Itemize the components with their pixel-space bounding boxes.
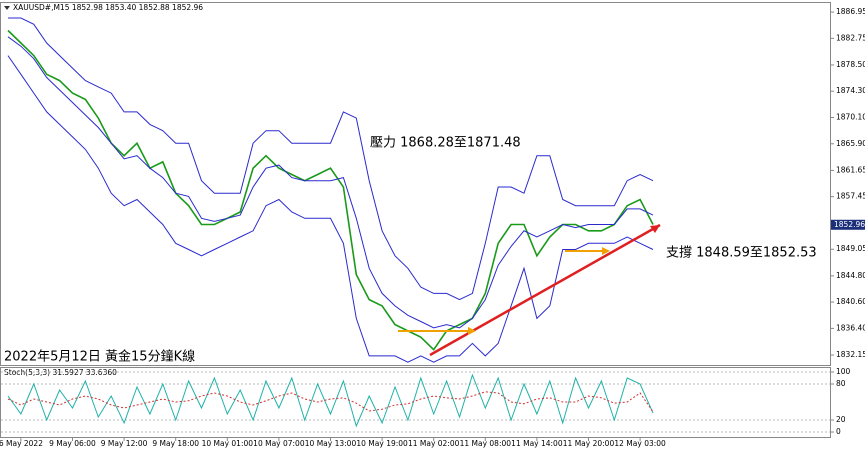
- x-tick-label: 10 May 13:00: [305, 439, 357, 448]
- x-tick-label: 10 May 19:00: [356, 439, 408, 448]
- chart-title: XAUUSD#,M15 1852.98 1853.40 1852.88 1852…: [13, 3, 203, 12]
- main-frame: [0, 2, 831, 366]
- y-tick-label: 80: [836, 379, 846, 388]
- y-tick-label: 1870.10: [836, 113, 865, 122]
- x-tick-label: 12 May 03:00: [614, 439, 666, 448]
- y-tick-label: 1861.65: [836, 165, 865, 174]
- y-tick-label: 1874.30: [836, 86, 865, 95]
- x-tick-label: 11 May 20:00: [563, 439, 615, 448]
- x-tick-label: 9 May 06:00: [49, 439, 96, 448]
- y-tick-label: 0: [836, 427, 841, 436]
- band-line: [7, 36, 654, 329]
- y-tick-label: 1849.05: [836, 244, 865, 253]
- trend-arrow: [650, 225, 660, 233]
- chart-caption: 2022年5月12日 黃金15分鐘K線: [4, 349, 195, 365]
- x-tick-label: 10 May 01:00: [202, 439, 254, 448]
- current-price-box: [831, 219, 865, 230]
- y-tick-label: 1882.75: [836, 33, 865, 42]
- band-line: [7, 55, 654, 363]
- y-tick-label: 1886.95: [836, 7, 865, 16]
- x-tick-label: 11 May 08:00: [460, 439, 512, 448]
- y-tick-label: 1865.90: [836, 139, 865, 148]
- x-tick-label: 11 May 02:00: [408, 439, 460, 448]
- price-line: [7, 29, 654, 351]
- x-tick-label: 11 May 14:00: [511, 439, 563, 448]
- stoch-frame: [0, 367, 831, 438]
- y-tick-label: 20: [836, 415, 846, 424]
- x-tick-label: 10 May 07:00: [253, 439, 305, 448]
- band-line: [8, 17, 654, 301]
- y-tick-label: 100: [836, 367, 851, 376]
- support-arrow-head: [602, 247, 610, 255]
- resistance-note: 壓力 1868.28至1871.48: [370, 136, 521, 151]
- menu-icon: [4, 6, 10, 10]
- support-arrow-head: [468, 327, 476, 335]
- x-tick-label: 9 May 12:00: [101, 439, 148, 448]
- stoch-line: [7, 373, 654, 428]
- x-tick-label: 9 May 18:00: [152, 439, 199, 448]
- x-tick-label: 6 May 2022: [0, 439, 43, 448]
- stoch-title: Stoch(5,3,3) 31.5927 33.6360: [4, 368, 117, 377]
- y-tick-label: 1836.40: [836, 323, 865, 332]
- y-tick-label: 1857.45: [836, 192, 865, 201]
- y-tick-label: 1878.50: [836, 60, 865, 69]
- y-tick-label: 1844.80: [836, 271, 865, 280]
- support-note: 支撐 1848.59至1852.53: [666, 246, 817, 261]
- y-tick-label: 1832.15: [836, 350, 865, 359]
- current-price-label: 1852.96: [834, 220, 865, 229]
- y-tick-label: 1840.60: [836, 297, 865, 306]
